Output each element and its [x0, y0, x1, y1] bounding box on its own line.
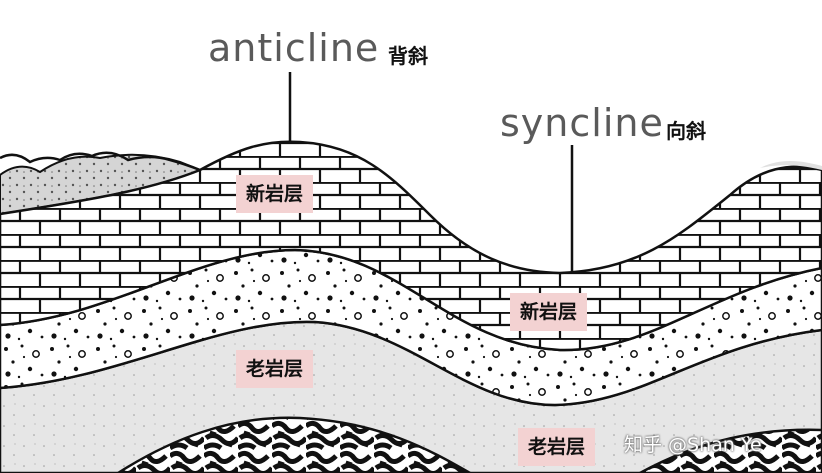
top-ground-surface	[0, 151, 201, 172]
young-layer-tag-syncline: 新岩层	[510, 293, 588, 331]
right-upper-fill	[760, 161, 822, 170]
old-layer-tag-middle: 老岩层	[236, 350, 314, 388]
young-layer-tag-anticline: 新岩层	[236, 175, 314, 213]
anticline-label: anticline	[208, 26, 380, 70]
old-layer-tag-bottom: 老岩层	[518, 428, 596, 466]
brick-layer	[0, 140, 822, 352]
syncline-label: syncline	[500, 101, 664, 145]
contorted-bottom-layer	[115, 416, 473, 473]
watermark: 知乎 @Shan Ye	[624, 434, 762, 456]
syncline-cn-label: 向斜	[666, 119, 706, 143]
anticline-cn-label: 背斜	[388, 44, 428, 68]
